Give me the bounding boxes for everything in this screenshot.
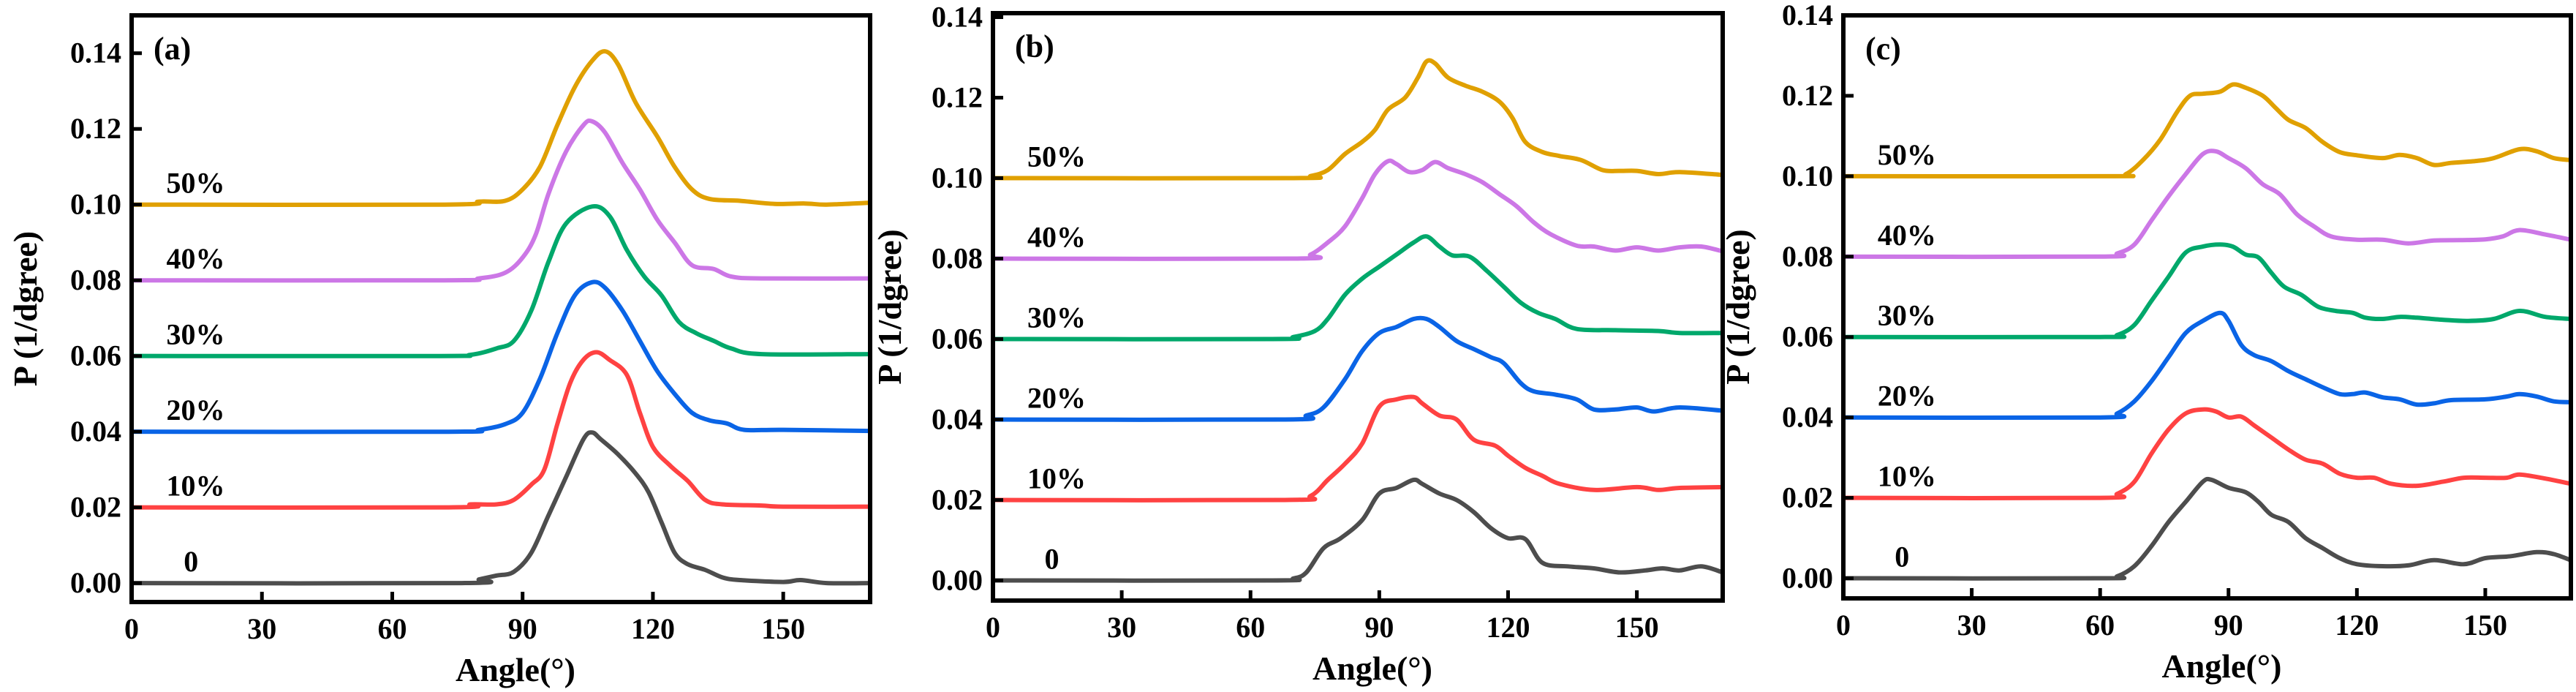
series-line-0 xyxy=(991,477,1725,583)
panel-label: (b) xyxy=(1015,29,1054,64)
series-label-20pct: 20% xyxy=(167,394,225,426)
panel-b: 0 10% 20% 30% 40% 50% 0 30 60 90 120 150 0.00 0.02 0.0… xyxy=(871,1,1725,687)
series-line-20pct xyxy=(129,279,872,435)
panel-a: 0 10% 20% 30% 40% 50% 0 30 60 90 120 150 0.00 0.02 0.0… xyxy=(7,13,872,688)
series-line-40pct xyxy=(991,158,1725,261)
y-tick-label: 0.14 xyxy=(70,37,121,69)
y-tick-label: 0.00 xyxy=(1782,562,1833,595)
x-tick-label: 120 xyxy=(1486,611,1530,644)
y-tick-label: 0.02 xyxy=(70,491,121,524)
y-tick-label: 0.06 xyxy=(932,323,983,356)
x-axis-label: Angle(°) xyxy=(2161,647,2281,685)
y-tick-label: 0.06 xyxy=(1782,320,1833,353)
series-label-40pct: 40% xyxy=(1027,221,1086,254)
series-label-40pct: 40% xyxy=(1878,219,1936,252)
series-line-0 xyxy=(129,430,872,586)
x-tick-label: 0 xyxy=(986,611,1000,644)
series-label-50pct: 50% xyxy=(167,167,225,200)
series-line-30pct xyxy=(991,234,1725,342)
series-label-0: 0 xyxy=(1044,543,1059,576)
y-tick-label: 0.10 xyxy=(70,188,121,221)
x-tick-label: 30 xyxy=(1957,609,1987,642)
series-line-10pct xyxy=(991,394,1725,503)
y-tick-label: 0.04 xyxy=(932,403,983,436)
y-tick-label: 0.08 xyxy=(1782,240,1833,273)
series-label-50pct: 50% xyxy=(1878,138,1936,171)
x-tick-label: 120 xyxy=(631,612,675,645)
plot-frame xyxy=(991,11,1725,603)
y-tick-label: 0.00 xyxy=(932,564,983,597)
x-tick-label: 150 xyxy=(1615,611,1659,644)
series-line-50pct xyxy=(1841,82,2573,179)
series-label-20pct: 20% xyxy=(1878,380,1936,413)
series-line-50pct xyxy=(991,58,1725,181)
series-label-10pct: 10% xyxy=(167,470,225,503)
series-line-40pct xyxy=(129,118,872,283)
x-axis-label: Angle(°) xyxy=(1312,650,1432,687)
x-tick-label: 30 xyxy=(1107,611,1136,644)
series-label-10pct: 10% xyxy=(1878,460,1936,493)
series-label-20pct: 20% xyxy=(1027,382,1086,415)
series-line-30pct xyxy=(1841,242,2573,339)
y-axis-label: P (1/dgree) xyxy=(7,231,44,386)
y-tick-label: 0.04 xyxy=(1782,401,1833,434)
x-tick-label: 90 xyxy=(508,612,537,645)
y-tick-label: 0.08 xyxy=(932,242,983,275)
x-tick-label: 60 xyxy=(377,612,407,645)
y-tick-label: 0.08 xyxy=(70,263,121,296)
x-tick-label: 90 xyxy=(2214,609,2243,642)
x-tick-label: 0 xyxy=(1836,609,1851,642)
x-axis-label: Angle(°) xyxy=(456,651,575,688)
x-tick-label: 60 xyxy=(1236,611,1265,644)
y-tick-label: 0.14 xyxy=(932,1,983,34)
x-tick-label: 150 xyxy=(2463,609,2507,642)
panel-c: 0 10% 20% 30% 40% 50% 0 30 60 90 120 150 0.00 0.02 0.0… xyxy=(1719,0,2573,685)
series-label-30pct: 30% xyxy=(167,318,225,351)
y-tick-label: 0.02 xyxy=(932,484,983,516)
plot-frame xyxy=(129,13,872,604)
y-axis-label: P (1/dgree) xyxy=(1719,229,1756,384)
series-line-30pct xyxy=(129,203,872,358)
series-line-20pct xyxy=(991,315,1725,422)
series-label-0: 0 xyxy=(184,545,198,578)
series-line-20pct xyxy=(1841,310,2573,421)
y-tick-label: 0.12 xyxy=(1782,79,1833,112)
y-tick-label: 0.12 xyxy=(70,112,121,145)
series-line-0 xyxy=(1841,476,2573,581)
x-tick-label: 30 xyxy=(247,612,276,645)
panel-label: (c) xyxy=(1865,31,1901,67)
y-tick-label: 0.14 xyxy=(1782,0,1833,31)
y-tick-label: 0.04 xyxy=(70,415,121,448)
series-line-10pct xyxy=(129,350,872,510)
series-line-50pct xyxy=(129,49,872,208)
x-tick-label: 0 xyxy=(124,612,139,645)
series-line-10pct xyxy=(1841,407,2573,500)
y-axis-label: P (1/dgree) xyxy=(871,229,908,384)
series-label-40pct: 40% xyxy=(167,242,225,275)
series-label-10pct: 10% xyxy=(1027,462,1086,495)
y-tick-label: 0.10 xyxy=(1782,159,1833,192)
y-tick-label: 0.06 xyxy=(70,339,121,372)
y-tick-label: 0.02 xyxy=(1782,481,1833,514)
x-tick-label: 150 xyxy=(761,612,805,645)
plot-frame xyxy=(1841,13,2573,601)
x-tick-label: 120 xyxy=(2335,609,2379,642)
series-label-30pct: 30% xyxy=(1027,301,1086,334)
series-label-50pct: 50% xyxy=(1027,140,1086,173)
x-tick-label: 60 xyxy=(2085,609,2115,642)
y-tick-label: 0.12 xyxy=(932,81,983,114)
y-tick-label: 0.00 xyxy=(70,566,121,599)
x-tick-label: 90 xyxy=(1364,611,1394,644)
panel-label: (a) xyxy=(154,31,191,67)
series-label-0: 0 xyxy=(1895,541,1909,573)
series-line-40pct xyxy=(1841,148,2573,260)
series-label-30pct: 30% xyxy=(1878,299,1936,332)
y-tick-label: 0.10 xyxy=(932,162,983,195)
